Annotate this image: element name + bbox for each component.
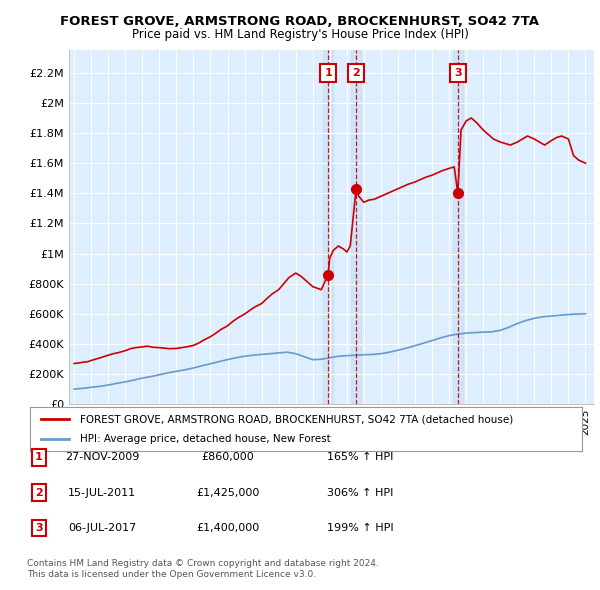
Text: HPI: Average price, detached house, New Forest: HPI: Average price, detached house, New … xyxy=(80,434,331,444)
Text: Price paid vs. HM Land Registry's House Price Index (HPI): Price paid vs. HM Land Registry's House … xyxy=(131,28,469,41)
Bar xyxy=(323,50,333,404)
Text: 306% ↑ HPI: 306% ↑ HPI xyxy=(327,488,393,497)
Text: 1: 1 xyxy=(324,68,332,78)
Text: £1,425,000: £1,425,000 xyxy=(196,488,260,497)
Text: Contains HM Land Registry data © Crown copyright and database right 2024.: Contains HM Land Registry data © Crown c… xyxy=(27,559,379,568)
Text: £1,400,000: £1,400,000 xyxy=(196,523,260,533)
Bar xyxy=(452,50,463,404)
Text: 15-JUL-2011: 15-JUL-2011 xyxy=(68,488,136,497)
Text: 3: 3 xyxy=(454,68,461,78)
Text: £860,000: £860,000 xyxy=(202,453,254,462)
Text: 165% ↑ HPI: 165% ↑ HPI xyxy=(327,453,393,462)
Text: 199% ↑ HPI: 199% ↑ HPI xyxy=(326,523,394,533)
Text: FOREST GROVE, ARMSTRONG ROAD, BROCKENHURST, SO42 7TA (detached house): FOREST GROVE, ARMSTRONG ROAD, BROCKENHUR… xyxy=(80,415,513,424)
Text: 2: 2 xyxy=(35,488,43,497)
Text: FOREST GROVE, ARMSTRONG ROAD, BROCKENHURST, SO42 7TA: FOREST GROVE, ARMSTRONG ROAD, BROCKENHUR… xyxy=(61,15,539,28)
Text: 2: 2 xyxy=(352,68,360,78)
Bar xyxy=(351,50,361,404)
Text: 27-NOV-2009: 27-NOV-2009 xyxy=(65,453,139,462)
Text: 06-JUL-2017: 06-JUL-2017 xyxy=(68,523,136,533)
Text: 3: 3 xyxy=(35,523,43,533)
Text: 1: 1 xyxy=(35,453,43,462)
Text: This data is licensed under the Open Government Licence v3.0.: This data is licensed under the Open Gov… xyxy=(27,571,316,579)
